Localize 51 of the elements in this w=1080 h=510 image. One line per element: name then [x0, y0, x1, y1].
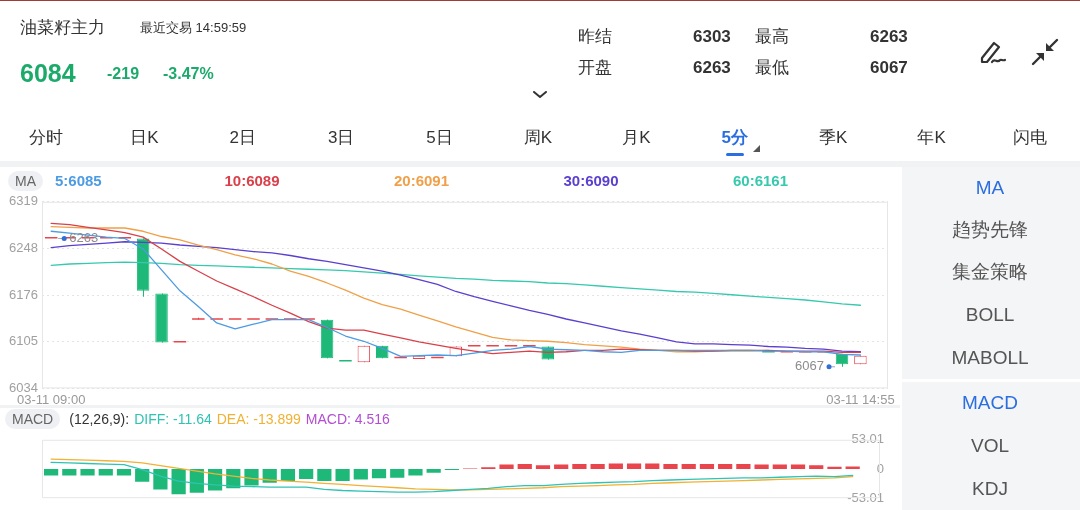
text: MA: [975, 176, 1005, 200]
text: 60:6161: [733, 172, 789, 190]
text: 最近交易 14:59:59: [140, 20, 247, 36]
text: 6263: [693, 57, 731, 79]
text: 6303: [693, 26, 731, 48]
text: 6263: [870, 26, 908, 48]
text: 开盘: [578, 57, 612, 79]
text: 闪电: [1013, 127, 1047, 149]
text: (12,26,9):: [69, 411, 130, 427]
text: 10:6089: [224, 172, 280, 190]
legend-title: MACD: [5, 409, 61, 429]
y-tick-label: -53.01: [847, 489, 884, 505]
text: MABOLL: [951, 346, 1029, 370]
text: 5分: [721, 127, 749, 149]
text: VOL: [970, 434, 1010, 458]
text: 5日: [426, 127, 453, 149]
text: 3日: [327, 127, 355, 149]
text: 5:6085: [55, 172, 102, 190]
text: 年K: [917, 127, 946, 149]
x-tick-label: 03-11 14:55: [826, 391, 895, 407]
text: DEA: -13.899: [216, 411, 301, 427]
y-tick-label: 6248: [9, 239, 38, 255]
y-tick-label: 6176: [9, 287, 38, 303]
text: 20:6091: [394, 172, 450, 190]
y-tick-label: 53.01: [851, 431, 884, 447]
text: 昨结: [578, 26, 612, 48]
text: DIFF: -11.64: [134, 411, 212, 427]
y-tick-label: 6319: [9, 193, 38, 209]
legend-title: MA: [8, 171, 43, 191]
text: 周K: [523, 127, 553, 149]
text: 分时: [29, 127, 63, 149]
annotation: 6067: [795, 358, 825, 374]
text: MACD: 4.516: [305, 411, 390, 427]
text: 最高: [755, 26, 789, 48]
text: BOLL: [965, 303, 1015, 327]
text: 30:6090: [563, 172, 619, 190]
text: 6067: [870, 57, 908, 79]
text: 日K: [130, 127, 159, 149]
text: 2日: [229, 127, 257, 149]
text: KDJ: [972, 477, 1008, 501]
text: 集金策略: [952, 260, 1028, 284]
text: 6084: [20, 58, 76, 88]
text: 最低: [755, 57, 789, 79]
text: 季K: [819, 127, 848, 149]
text: -3.47%: [163, 64, 214, 84]
text: 趋势先锋: [952, 218, 1028, 242]
text: 油菜籽主力: [20, 17, 105, 39]
text: -219: [107, 64, 140, 84]
y-tick-label: 6105: [9, 333, 38, 349]
text: 月K: [622, 127, 651, 149]
text: MACD: [962, 391, 1018, 415]
